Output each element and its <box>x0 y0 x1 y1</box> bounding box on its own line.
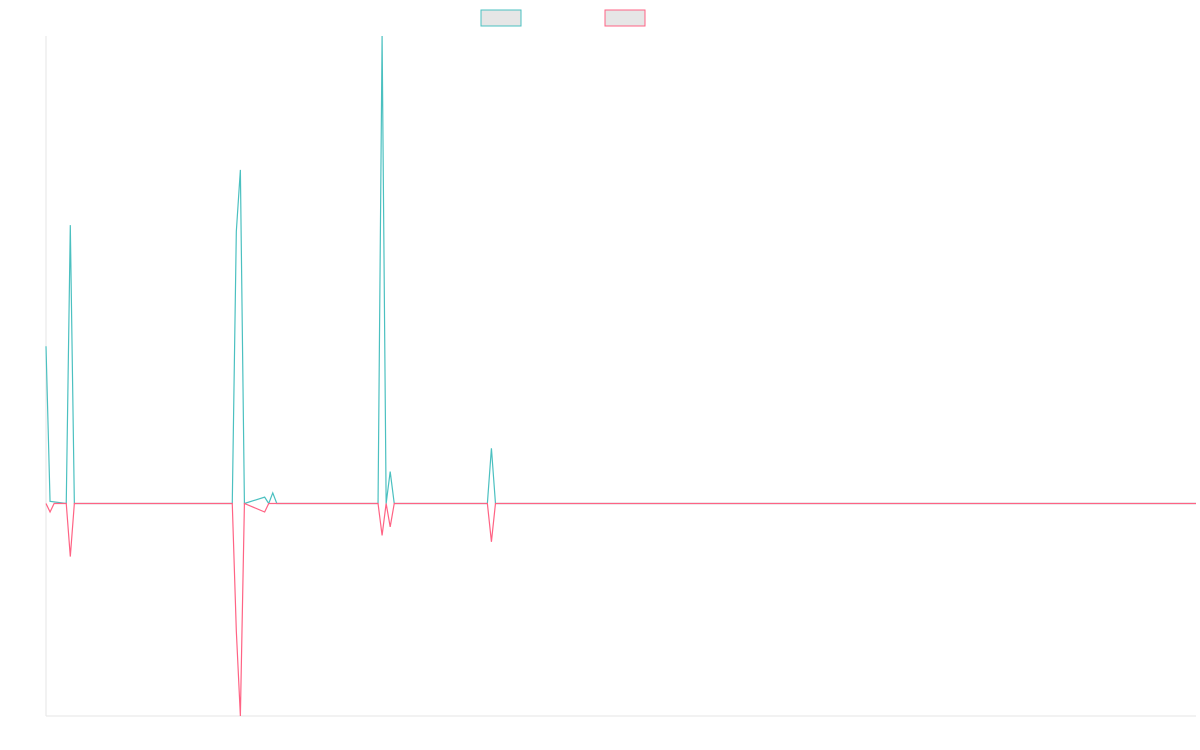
series-1-line <box>45 35 1196 505</box>
series-layer <box>45 35 1196 717</box>
legend-swatch-series-2[interactable] <box>604 9 646 27</box>
legend <box>480 9 646 27</box>
legend-swatch-series-1[interactable] <box>480 9 522 27</box>
series-2-line <box>45 502 1196 717</box>
axes <box>45 36 1196 717</box>
